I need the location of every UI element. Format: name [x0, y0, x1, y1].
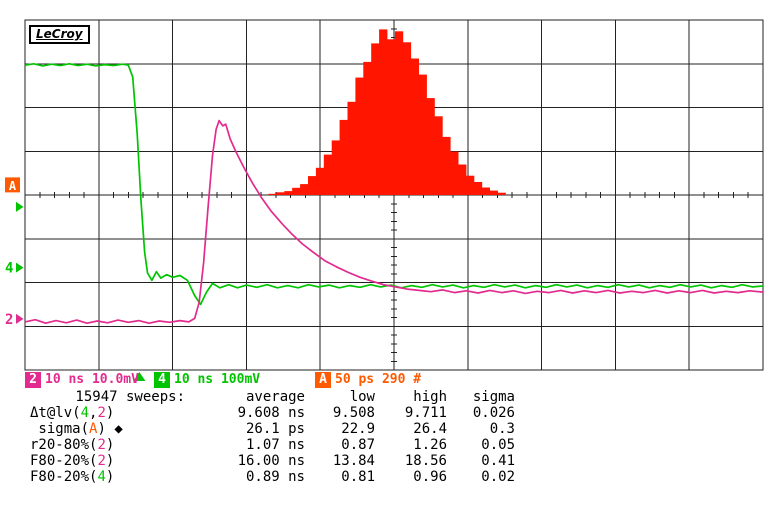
name-part: sigma(: [30, 421, 90, 437]
measurement-name: Δt@lv(4,2): [30, 405, 195, 421]
header-average: average: [245, 389, 305, 405]
table-row: sigma(A) ◆ 26.1 ps 22.9 26.4 0.3: [30, 421, 515, 437]
name-part: F80-20%(: [30, 453, 98, 469]
table-row: r20-80%(2) 1.07 ns 0.87 1.26 0.05: [30, 437, 515, 453]
measurement-high: 9.711: [404, 405, 447, 421]
measurement-high: 26.4: [413, 421, 447, 437]
measurements-header-row: 15947 sweeps: average low high sigma: [30, 389, 515, 405]
measurement-sigma: 0.05: [481, 437, 515, 453]
marker-label-4: 4: [5, 261, 13, 277]
name-part: F80-20%(: [30, 469, 98, 485]
measurement-high: 1.26: [413, 437, 447, 453]
name-part: A: [89, 421, 98, 437]
measurement-average: 0.89 ns: [245, 469, 305, 485]
channel-2-badge: 2: [25, 371, 41, 388]
table-row: F80-20%(2) 16.00 ns 13.84 18.56 0.41: [30, 453, 515, 469]
trace-a-histogram: [268, 29, 506, 196]
measurement-average: 9.608 ns: [237, 405, 305, 421]
marker-arrow-icon: [16, 313, 24, 324]
name-part: 4: [97, 469, 106, 485]
marker-arrow-icon: [16, 262, 24, 273]
measurement-average: 1.07 ns: [245, 437, 305, 453]
table-row: Δt@lv(4,2) 9.608 ns 9.508 9.711 0.026: [30, 405, 515, 421]
channel-2-trace: [24, 119, 764, 325]
marker-badge-A: [5, 177, 20, 193]
status-ch4: 4 10 ns 100mV: [154, 371, 260, 388]
lecroy-logo: LeCroy: [29, 25, 90, 44]
measurement-high: 18.56: [404, 453, 447, 469]
name-part: ): [105, 453, 115, 469]
measurement-low: 0.87: [341, 437, 375, 453]
trace-a-badge: A: [315, 371, 331, 388]
name-part: 2: [97, 405, 106, 421]
name-part: 2: [97, 437, 106, 453]
name-part: r20-80%(: [30, 437, 98, 453]
name-part: ,: [89, 405, 98, 421]
name-part: ): [97, 421, 115, 437]
header-sigma: sigma: [472, 389, 515, 405]
name-part: ): [105, 437, 115, 453]
name-part: Δt@lv(: [30, 405, 81, 421]
marker-label-A: A: [9, 179, 17, 193]
measurement-sigma: 0.3: [489, 421, 515, 437]
measurement-low: 9.508: [332, 405, 375, 421]
measurement-name: F80-20%(4): [30, 469, 195, 485]
trigger-time-marker: [133, 372, 146, 381]
measurement-name: sigma(A) ◆: [30, 421, 195, 437]
measurement-low: 22.9: [341, 421, 375, 437]
marker-label-2: 2: [5, 312, 13, 328]
name-part: ): [105, 469, 115, 485]
sweeps-count-label: 15947 sweeps:: [75, 389, 185, 405]
name-part: ): [105, 405, 115, 421]
measurement-average: 26.1 ps: [245, 421, 305, 437]
status-bar: 2 10 ns 10.0mV 4 10 ns 100mV A 50 ps 290…: [0, 371, 777, 389]
measurement-name: r20-80%(2): [30, 437, 195, 453]
measurement-sigma: 0.41: [481, 453, 515, 469]
trace-markers: A 4 2: [5, 177, 24, 328]
channel-4-badge: 4: [154, 371, 170, 388]
name-part: 4: [80, 405, 90, 421]
header-low: low: [349, 389, 375, 405]
table-row: F80-20%(4) 0.89 ns 0.81 0.96 0.02: [30, 469, 515, 485]
trace-a-scale-text: 50 ps 290 #: [335, 372, 422, 387]
scope-display: A 4 2: [5, 19, 764, 381]
channel-4-scale-text: 10 ns 100mV: [174, 372, 261, 387]
measurement-high: 0.96: [413, 469, 447, 485]
status-ch2: 2 10 ns 10.0mV: [25, 371, 139, 388]
marker-arrow-icon: [16, 201, 24, 212]
channel-2-scale-text: 10 ns 10.0mV: [45, 372, 139, 387]
measurement-low: 0.81: [341, 469, 375, 485]
channel-4-trace: [24, 62, 764, 306]
measurement-low: 13.84: [332, 453, 375, 469]
measurement-sigma: 0.026: [472, 405, 515, 421]
measurement-average: 16.00 ns: [237, 453, 305, 469]
status-trace-a: A 50 ps 290 #: [315, 371, 421, 388]
header-high: high: [413, 389, 447, 405]
measurements-table: 15947 sweeps: average low high sigma Δt@lv(4,…: [30, 389, 515, 485]
name-part: 2: [97, 453, 106, 469]
name-part: ◆: [114, 421, 123, 437]
measurement-sigma: 0.02: [481, 469, 515, 485]
measurement-name: F80-20%(2): [30, 453, 195, 469]
